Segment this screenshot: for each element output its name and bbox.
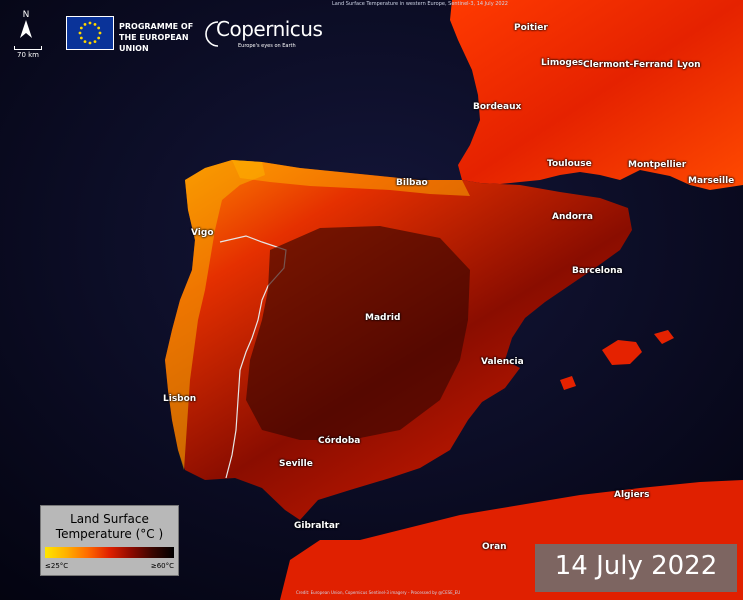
programme-label: PROGRAMME OF THE EUROPEAN UNION [119, 22, 194, 53]
eu-star-icon [98, 31, 102, 35]
city-label: Toulouse [547, 159, 592, 169]
date-label: 14 July 2022 [554, 551, 718, 581]
city-label: Córdoba [318, 436, 361, 446]
legend-min-label: ≤25°C [45, 562, 69, 570]
portugal-coast [165, 160, 265, 470]
eu-stars-icon [78, 21, 102, 45]
city-label: Lisbon [163, 394, 197, 404]
eu-star-icon [83, 22, 87, 26]
legend-color-ramp [45, 547, 174, 558]
menorca-island [654, 330, 674, 344]
eu-star-icon [79, 26, 83, 30]
city-label: Bordeaux [473, 102, 522, 112]
city-label: Limoges [541, 58, 584, 68]
city-label: Seville [279, 459, 313, 469]
city-label: Bilbao [396, 178, 428, 188]
eu-star-icon [79, 36, 83, 40]
north-arrow-icon [20, 20, 32, 38]
eu-flag-icon [66, 16, 114, 50]
city-label: Lyon [677, 60, 701, 70]
copernicus-brand: Copernicus [216, 17, 323, 41]
eu-star-icon [83, 40, 87, 44]
mallorca-island [602, 340, 642, 365]
legend-panel: Land Surface Temperature (°C ) ≤25°C ≥60… [40, 505, 179, 576]
eu-star-icon [88, 21, 92, 25]
city-label: Clermont-Ferrand [583, 60, 673, 70]
scale-label: 70 km [16, 51, 39, 59]
eu-star-icon [88, 41, 92, 45]
cantabrian-coast [232, 160, 470, 196]
eu-star-icon [97, 26, 101, 30]
city-label: Oran [482, 542, 507, 552]
city-label: Madrid [365, 313, 401, 323]
credits-text: Credit: European Union, Copernicus Senti… [296, 590, 461, 595]
legend-title: Land Surface Temperature (°C ) [55, 512, 164, 541]
city-label: Valencia [481, 357, 524, 367]
map-title: Land Surface Temperature in western Euro… [332, 1, 508, 7]
legend-max-label: ≥60°C [150, 562, 174, 570]
eu-star-icon [97, 36, 101, 40]
france-landmass [450, 0, 743, 190]
meseta-hot-zone [246, 226, 470, 440]
city-label: Marseille [688, 176, 735, 186]
city-label: Algiers [614, 490, 650, 500]
city-label: Andorra [552, 212, 593, 222]
north-label: N [22, 10, 30, 20]
city-label: Gibraltar [294, 521, 340, 531]
portugal-border [219, 235, 287, 479]
copernicus-logo-icon [205, 21, 219, 47]
city-label: Barcelona [572, 266, 623, 276]
date-badge: 14 July 2022 [535, 544, 737, 592]
ibiza-island [560, 376, 576, 390]
city-label: Montpellier [628, 160, 687, 170]
scale-bar: 70 km [14, 46, 42, 59]
copernicus-tagline: Europe's eyes on Earth [238, 43, 296, 49]
scale-bar-line [14, 46, 42, 50]
eu-star-icon [93, 40, 97, 44]
eu-star-icon [93, 22, 97, 26]
city-label: Vigo [191, 228, 214, 238]
north-arrow: N [14, 10, 38, 38]
city-label: Poitier [514, 23, 548, 33]
eu-star-icon [78, 31, 82, 35]
